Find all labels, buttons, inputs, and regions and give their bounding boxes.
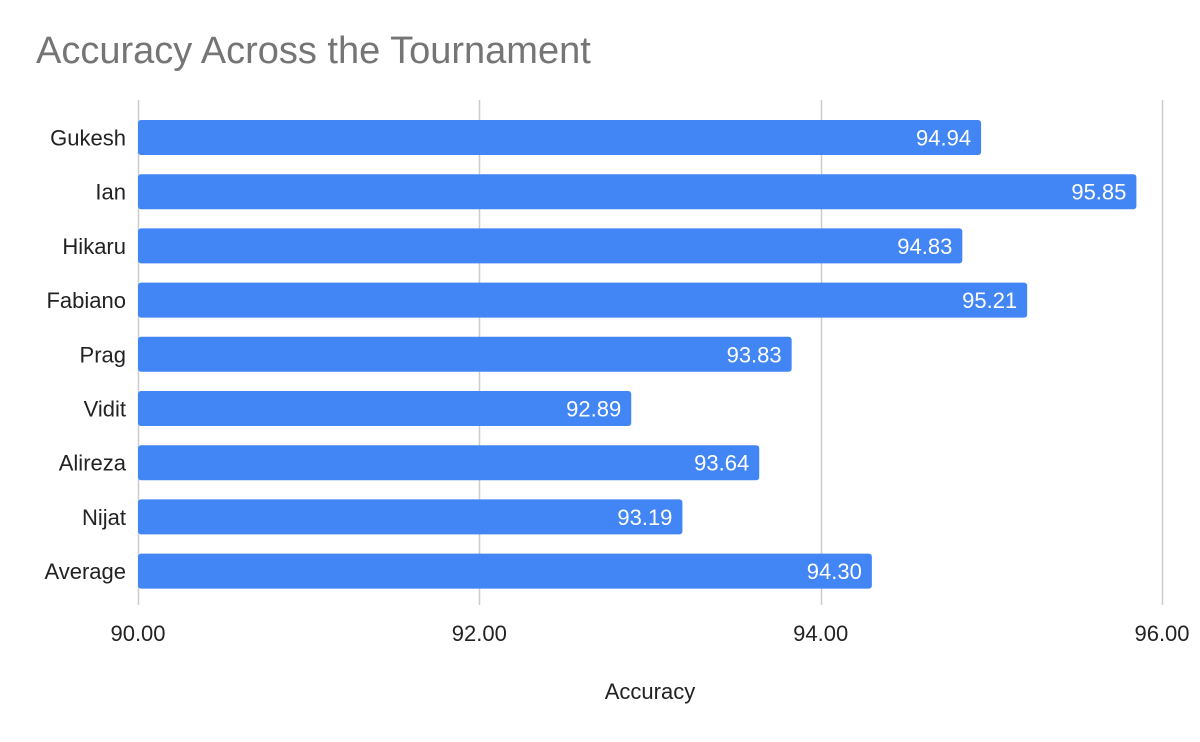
bar-gukesh	[138, 120, 982, 155]
category-label: Vidit	[84, 397, 126, 422]
category-label: Alireza	[59, 451, 127, 476]
category-labels: Gukesh Ian Hikaru Fabiano Prag Vidit Alireza Ni…	[44, 126, 126, 585]
x-tick-label: 92.00	[452, 621, 507, 646]
category-label: Nijat	[82, 505, 126, 530]
bar-alireza	[138, 445, 760, 481]
bar-vidit	[138, 391, 632, 426]
x-tick-label: 96.00	[1134, 621, 1189, 646]
x-tick-label: 90.00	[110, 621, 165, 646]
bar-value-label: 92.89	[566, 397, 621, 422]
bar-value-label: 93.64	[694, 451, 749, 476]
bar-value-label: 95.85	[1071, 180, 1126, 205]
bar-value-label: 94.83	[897, 234, 952, 259]
bar-value-label: 93.19	[617, 505, 672, 530]
bar-hikaru	[138, 228, 963, 264]
category-label: Average	[44, 559, 126, 584]
x-axis-tick-labels: 90.00 92.00 94.00 96.00	[110, 621, 1189, 646]
bar-average	[138, 553, 872, 589]
bars: 94.94 95.85 94.83 95.21 93.83 92.89 93.64 93.19…	[138, 120, 1137, 589]
bar-nijat	[138, 499, 683, 535]
bar-fabiano	[138, 282, 1028, 318]
bar-value-label: 95.21	[962, 288, 1017, 313]
x-axis-title: Accuracy	[605, 679, 695, 704]
chart-title: Accuracy Across the Tournament	[36, 30, 591, 72]
category-label: Gukesh	[50, 126, 126, 151]
bar-value-label: 94.94	[916, 126, 971, 151]
bar-prag	[138, 336, 792, 372]
category-label: Hikaru	[62, 234, 126, 259]
bar-value-label: 93.83	[727, 342, 782, 367]
category-label: Ian	[95, 180, 126, 205]
bar-ian	[138, 174, 1137, 210]
category-label: Prag	[80, 342, 126, 367]
bar-value-label: 94.30	[807, 559, 862, 584]
category-label: Fabiano	[46, 288, 126, 313]
x-tick-label: 94.00	[793, 621, 848, 646]
